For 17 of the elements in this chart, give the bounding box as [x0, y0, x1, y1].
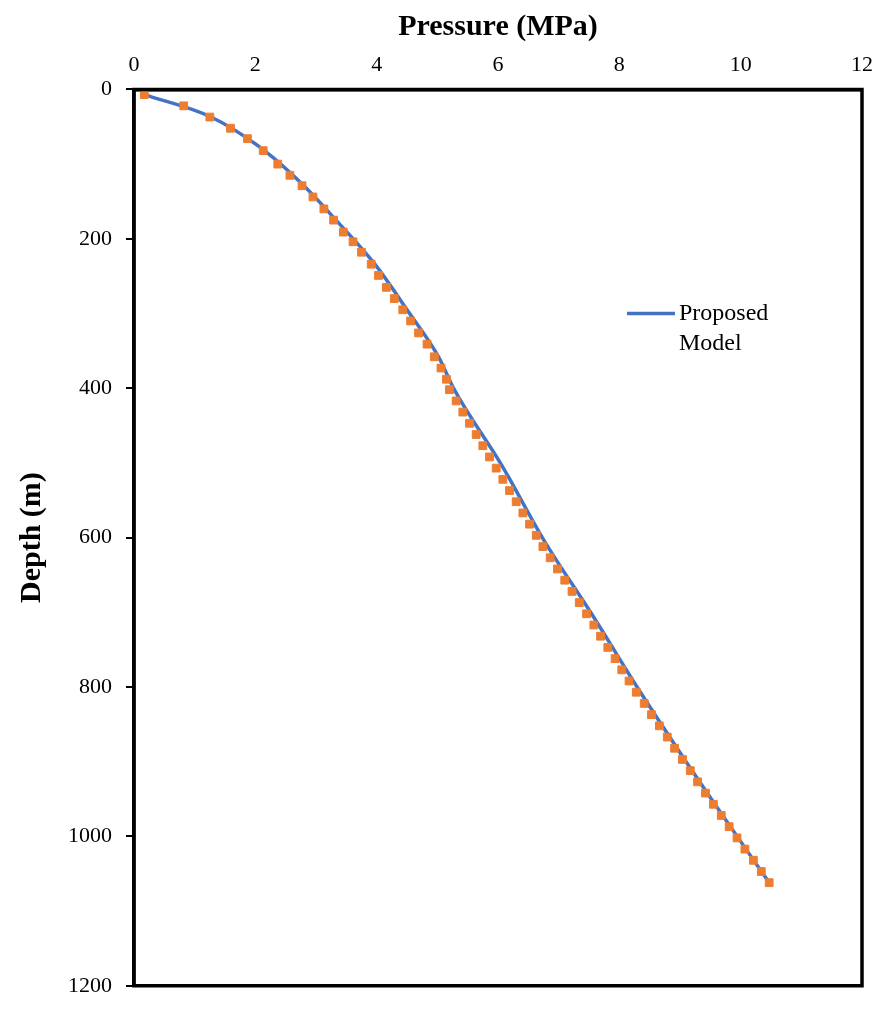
x-axis-title: Pressure (MPa): [398, 7, 598, 42]
x-tick-label: 8: [613, 50, 625, 76]
x-tick-label: 4: [371, 50, 383, 76]
y-tick-label: 600: [79, 523, 112, 549]
x-tick-label: 10: [729, 50, 752, 76]
y-tick-label: 1200: [68, 971, 112, 997]
y-tick-label: 400: [79, 373, 112, 399]
x-tick-label: 2: [249, 50, 261, 76]
y-axis-title: Depth (m): [12, 472, 47, 604]
x-tick-label: 0: [128, 50, 140, 76]
y-tick-label: 0: [101, 75, 112, 101]
y-tick-label: 1000: [68, 822, 112, 848]
x-tick-label: 12: [851, 50, 873, 76]
legend-label: Proposed Model: [679, 298, 769, 355]
x-tick-label: 6: [492, 50, 504, 76]
y-tick-label: 200: [79, 224, 112, 250]
y-tick-label: 800: [79, 672, 112, 698]
